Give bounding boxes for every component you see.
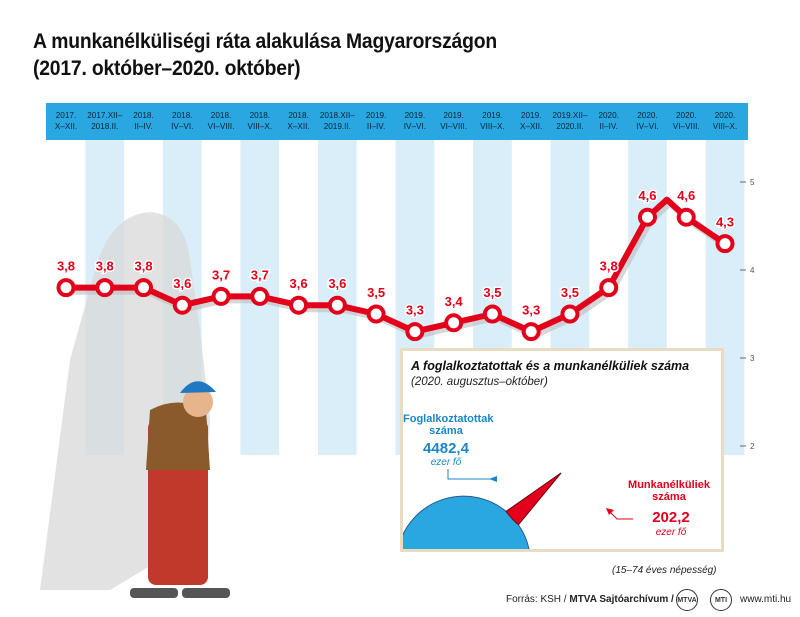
- unemployed-unit: ezer fő: [655, 527, 687, 538]
- data-point: [637, 207, 657, 227]
- data-label: 4,6: [677, 188, 695, 203]
- y-tick-label: 4: [750, 266, 755, 275]
- data-point: [211, 286, 231, 306]
- y-tick-label: 2: [750, 442, 755, 451]
- pie-chart-subtitle: (2020. augusztus–október): [411, 376, 548, 388]
- data-label: 3,8: [57, 259, 75, 274]
- unemployed-label-line1: Munkanélküliek: [628, 479, 710, 491]
- data-point: [560, 304, 580, 324]
- employed-value: 4482,4: [423, 440, 469, 457]
- data-label: 3,6: [290, 276, 308, 291]
- x-tick-label: 2020. VIII–X.: [713, 111, 738, 131]
- chart-title-line2: (2017. október–2020. október): [33, 57, 301, 80]
- employed-label-line1: Foglalkoztatottak: [403, 413, 494, 425]
- y-tick-label: 5: [750, 178, 755, 187]
- pie-slice-unemployed: [505, 472, 562, 526]
- unemployed-leader-arrow: [606, 508, 614, 515]
- data-label: 3,3: [522, 303, 540, 318]
- unemployed-label: Munkanélküliek száma: [621, 479, 717, 503]
- worker-illustration: [40, 212, 230, 598]
- data-point: [676, 207, 696, 227]
- data-label: 3,7: [212, 267, 230, 282]
- y-tick-label: 3: [750, 354, 755, 363]
- unemployed-leader-line: [608, 510, 633, 520]
- mtva-logo: MTVA: [676, 589, 698, 611]
- data-point: [444, 313, 464, 333]
- data-point: [366, 304, 386, 324]
- data-point: [327, 295, 347, 315]
- data-point: [521, 322, 541, 342]
- data-label: 3,6: [328, 276, 346, 291]
- data-point: [715, 234, 735, 254]
- employed-label: Foglalkoztatottak száma 4482,4 ezer fő: [403, 413, 494, 468]
- unemployed-label-line2: száma: [652, 491, 686, 503]
- data-label: 4,3: [716, 215, 734, 230]
- source-bold: MTVA Sajtóarchívum / MTI: [569, 594, 694, 605]
- population-note: (15–74 éves népesség): [612, 565, 717, 576]
- x-tick-label: 2019. VI–VIII.: [440, 111, 467, 131]
- data-label: 3,4: [445, 294, 464, 309]
- source-prefix: Forrás: KSH /: [506, 594, 570, 605]
- x-tick-label: 2019.XII– 2020.II.: [552, 111, 587, 131]
- data-label: 3,5: [483, 285, 501, 300]
- chart-title-line1: A munkanélküliségi ráta alakulása Magyar…: [33, 30, 497, 53]
- data-point: [134, 278, 154, 298]
- x-tick-label: 2019. X–XII.: [520, 111, 542, 131]
- employed-leader-line: [447, 469, 493, 480]
- x-tick-label: 2020. VI–VIII.: [673, 111, 700, 131]
- pie-chart-panel: A foglalkoztatottak és a munkanélküliek …: [400, 348, 724, 552]
- x-tick-label: 2019. VIII–X.: [480, 111, 505, 131]
- worker-helmet: [180, 381, 216, 393]
- data-label: 3,8: [96, 259, 114, 274]
- x-tick-label: 2018. II–IV.: [133, 111, 154, 131]
- x-tick-label: 2020. IV–VI.: [636, 111, 658, 131]
- worker-shirt: [146, 402, 210, 470]
- x-tick-label: 2018. IV–VI.: [171, 111, 193, 131]
- worker-boot: [130, 588, 178, 598]
- data-label: 3,5: [561, 285, 579, 300]
- data-point: [56, 278, 76, 298]
- pie-chart: [403, 469, 633, 549]
- worker-head: [183, 387, 213, 417]
- data-point: [172, 295, 192, 315]
- x-tick-label: 2017. X–XII.: [55, 111, 77, 131]
- employed-label-line2: száma: [429, 425, 463, 437]
- x-tick-label: 2018. VI–VIII.: [208, 111, 235, 131]
- x-tick-label: 2019. II–IV.: [366, 111, 387, 131]
- data-point: [95, 278, 115, 298]
- employed-leader-arrow: [489, 476, 497, 482]
- data-point: [482, 304, 502, 324]
- data-label: 3,7: [251, 267, 269, 282]
- pie-slice-employed: [403, 472, 562, 549]
- chart-title: A munkanélküliségi ráta alakulása Magyar…: [33, 28, 497, 82]
- data-point: [250, 286, 270, 306]
- x-tick-label: 2018.XII– 2019.II.: [320, 111, 355, 131]
- x-tick-label: 2017.XII– 2018.II.: [87, 111, 122, 131]
- mti-logo: MTI: [710, 589, 732, 611]
- x-tick-label: 2019. IV–VI.: [404, 111, 426, 131]
- website-link[interactable]: www.mti.hu: [740, 594, 792, 605]
- data-point: [289, 295, 309, 315]
- period-header-band: [46, 103, 748, 140]
- pie-chart-title: A foglalkoztatottak és a munkanélküliek …: [411, 359, 690, 373]
- data-label: 3,6: [173, 276, 191, 291]
- data-label: 3,8: [134, 259, 152, 274]
- source-credit: Forrás: KSH / MTVA Sajtóarchívum / MTI: [506, 594, 694, 605]
- data-point: [405, 322, 425, 342]
- x-tick-label: 2018. X–XII.: [287, 111, 309, 131]
- data-label: 3,5: [367, 285, 385, 300]
- worker-boot: [182, 588, 230, 598]
- unemployed-value: 202,2: [652, 509, 690, 526]
- data-point: [599, 278, 619, 298]
- employed-unit: ezer fő: [430, 457, 462, 468]
- x-tick-label: 2018. VIII–X.: [248, 111, 273, 131]
- data-label: 3,3: [406, 303, 424, 318]
- x-tick-label: 2020. II–IV.: [598, 111, 619, 131]
- data-label: 4,6: [638, 188, 656, 203]
- data-label: 3,8: [600, 259, 618, 274]
